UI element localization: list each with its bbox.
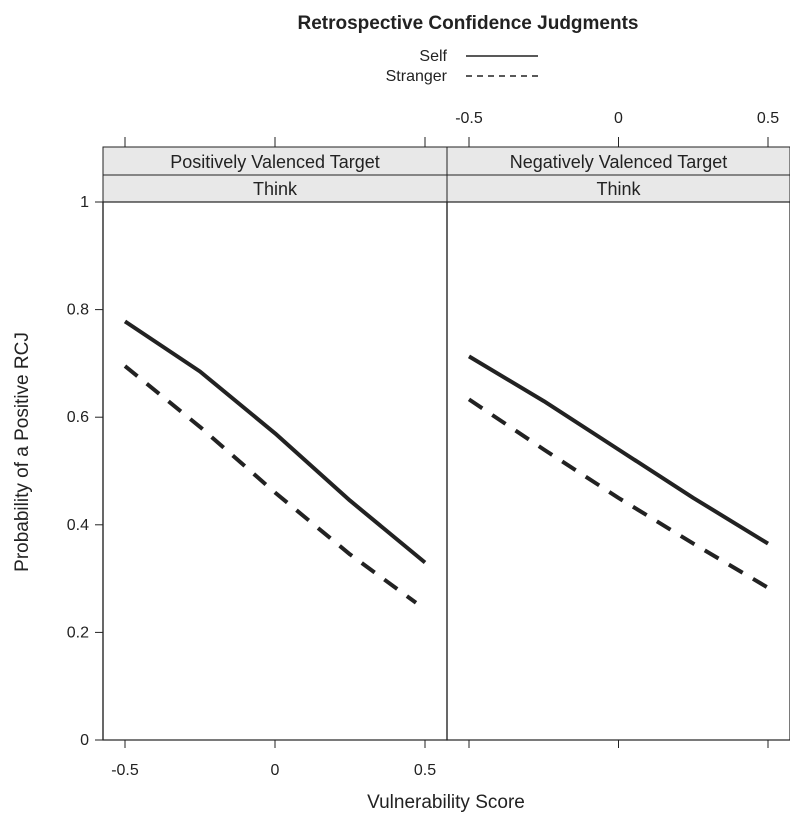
y-tick-label: 0	[80, 732, 89, 749]
y-tick-label: 0.6	[67, 409, 89, 426]
panel-2: Negatively Valenced Target Think	[446, 146, 790, 741]
strip-top-label: Positively Valenced Target	[170, 152, 379, 172]
strip-bottom-bg	[102, 174, 448, 203]
series-line-stranger	[467, 397, 770, 590]
x-tick-label-bottom: 0	[271, 762, 280, 779]
x-tick-label-bottom: -0.5	[111, 762, 139, 779]
panel-frame	[102, 201, 448, 741]
legend: Self Stranger	[386, 48, 538, 85]
strip-top-bg	[102, 146, 448, 176]
series-line-self	[123, 319, 427, 565]
x-tick-label-bottom: 0.5	[414, 762, 436, 779]
series-line-self	[467, 354, 770, 546]
strip-bottom-bg	[446, 174, 790, 203]
legend-label-stranger: Stranger	[386, 68, 448, 85]
chart-title: Retrospective Confidence Judgments	[297, 13, 638, 34]
y-tick-label: 0.8	[67, 302, 89, 319]
x-tick-label-top: -0.5	[455, 110, 483, 127]
strip-bottom-label: Think	[253, 179, 298, 199]
y-tick-label: 0.4	[67, 517, 89, 534]
strip-top-label: Negatively Valenced Target	[510, 152, 727, 172]
x-tick-label-top: 0.5	[757, 110, 779, 127]
y-tick-label: 0.2	[67, 624, 89, 641]
y-axis-title: Probability of a Positive RCJ	[12, 332, 33, 572]
strip-bottom-label: Think	[596, 179, 641, 199]
x-axis-title: Vulnerability Score	[367, 792, 525, 813]
panel-frame	[446, 201, 790, 741]
x-tick-label-top: 0	[614, 110, 623, 127]
axes: 0 0.2 0.4 0.6 0.8 1 -0.5 -0.5 0 0 0.5 0.5	[67, 110, 779, 779]
panel-1: Positively Valenced Target Think	[102, 146, 448, 741]
panels: Positively Valenced TargetThinkNegativel…	[102, 146, 790, 741]
y-tick-label: 1	[80, 194, 89, 211]
series-line-stranger	[123, 364, 418, 605]
legend-label-self: Self	[419, 48, 447, 65]
strip-top-bg	[446, 146, 790, 176]
